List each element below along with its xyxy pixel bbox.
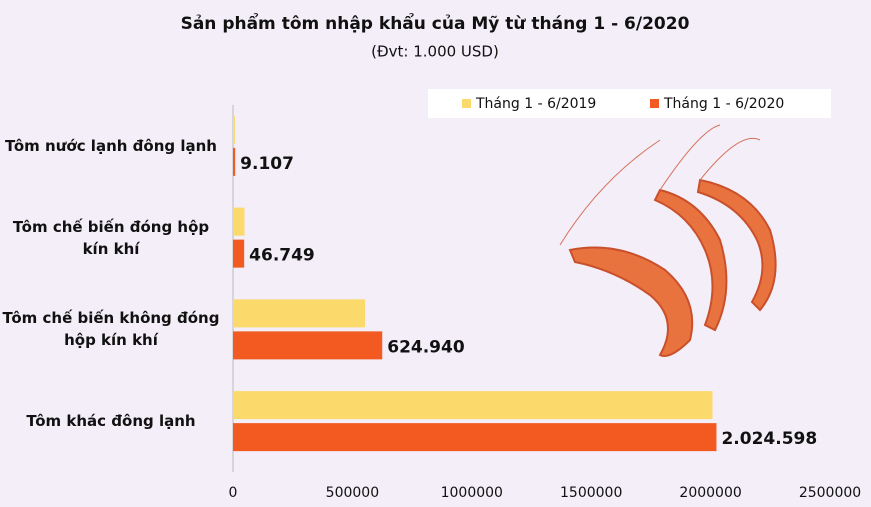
y-tick-label: Tôm chế biến đóng hộp kín khí (12, 217, 210, 258)
legend-box (428, 89, 831, 118)
value-label: 624.940 (387, 337, 465, 357)
bar (233, 207, 245, 236)
y-tick-label: Tôm nước lạnh đông lạnh (5, 136, 217, 155)
value-label: 2.024.598 (721, 429, 817, 449)
legend-swatch (462, 99, 471, 108)
x-tick-label: 2000000 (679, 485, 741, 501)
shrimp-illustration (559, 124, 777, 357)
bar (233, 391, 713, 420)
x-tick-label: 0 (229, 485, 238, 501)
y-tick-label: Tôm khác đông lạnh (26, 412, 196, 431)
value-label: 46.749 (249, 246, 315, 266)
legend-label: Tháng 1 - 6/2019 (475, 96, 596, 112)
legend-label: Tháng 1 - 6/2020 (663, 96, 784, 112)
bar (233, 331, 383, 360)
x-tick-label: 500000 (326, 485, 379, 501)
value-label: 9.107 (240, 154, 294, 174)
bar (233, 239, 245, 268)
chart-subtitle: (Đvt: 1.000 USD) (371, 43, 499, 61)
legend-swatch (650, 99, 659, 108)
bar (233, 115, 235, 144)
x-tick-label: 1500000 (560, 485, 622, 501)
x-tick-label: 2500000 (799, 485, 861, 501)
chart-title: Sản phẩm tôm nhập khẩu của Mỹ từ tháng 1… (181, 12, 690, 34)
x-tick-label: 1000000 (441, 485, 503, 501)
bar (233, 299, 366, 328)
y-tick-label: Tôm chế biến không đóng hộp kín khí (2, 309, 220, 350)
bar (233, 147, 236, 176)
bar (233, 423, 717, 452)
